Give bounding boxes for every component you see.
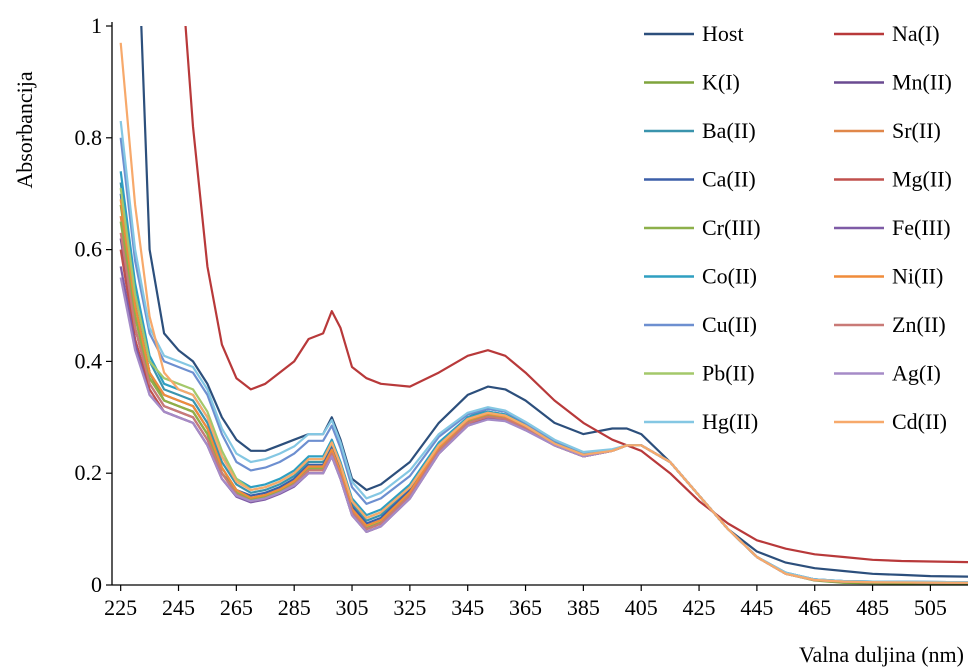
legend-label: Sr(II): [892, 118, 941, 143]
legend-label: Co(II): [702, 264, 757, 289]
series-line-ag-i: [119, 277, 968, 584]
legend-item: K(I): [644, 70, 740, 95]
series-line-k-i: [119, 204, 968, 585]
legend-item: Mg(II): [834, 167, 952, 192]
legend-item: Ba(II): [644, 118, 756, 143]
series-line-ba-ii: [119, 182, 968, 584]
legend-label: Hg(II): [702, 409, 758, 434]
y-tick-label: 0.4: [75, 348, 103, 373]
series-line-cu-ii: [119, 137, 968, 584]
series-line-na-i: [184, 26, 968, 564]
series-line-pb-ii: [119, 187, 968, 584]
x-tick-label: 225: [104, 595, 137, 620]
y-tick-label: 0: [91, 572, 102, 597]
legend-item: Cr(III): [644, 215, 761, 240]
x-tick-label: 305: [336, 595, 369, 620]
legend-item: Fe(III): [834, 215, 951, 240]
y-tick-label: 0.8: [75, 125, 103, 150]
legend-label: Mg(II): [892, 167, 952, 192]
x-tick-label: 365: [509, 595, 542, 620]
series-line-cd-ii: [119, 42, 968, 584]
legend-label: Cd(II): [892, 409, 947, 434]
series-line-fe-iii: [119, 266, 968, 584]
x-tick-label: 485: [856, 595, 889, 620]
legend-label: Ag(I): [892, 361, 941, 386]
legend-item: Na(I): [834, 21, 940, 46]
series-line-mn-ii: [119, 238, 968, 584]
x-tick-label: 425: [683, 595, 716, 620]
legend-item: Cu(II): [644, 312, 757, 337]
legend: Host Na(I) K(I) Mn(II) Ba(II) Sr(II) Ca(II) Mg(…: [644, 21, 952, 434]
legend-item: Ni(II): [834, 264, 943, 289]
legend-label: Ba(II): [702, 118, 756, 143]
y-tick-label: 0.2: [75, 460, 103, 485]
x-tick-label: 345: [451, 595, 484, 620]
series-layer: [119, 26, 968, 585]
legend-label: K(I): [702, 70, 740, 95]
legend-item: Cd(II): [834, 409, 947, 434]
legend-item: Hg(II): [644, 409, 758, 434]
legend-item: Ca(II): [644, 167, 756, 192]
series-line-co-ii: [119, 171, 968, 584]
x-tick-label: 325: [393, 595, 426, 620]
x-tick-label: 285: [278, 595, 311, 620]
x-tick-label: 245: [162, 595, 195, 620]
x-tick-label: 405: [625, 595, 658, 620]
x-tick-label: 265: [220, 595, 253, 620]
series-line-zn-ii: [119, 232, 968, 584]
legend-item: Mn(II): [834, 70, 952, 95]
x-tick-label: 465: [798, 595, 831, 620]
legend-label: Mn(II): [892, 70, 952, 95]
legend-label: Host: [702, 21, 744, 46]
x-tick-label: 445: [740, 595, 773, 620]
legend-label: Cr(III): [702, 215, 761, 240]
legend-item: Pb(II): [644, 361, 755, 386]
legend-item: Sr(II): [834, 118, 941, 143]
axes-layer: 0 0.2 0.4 0.6 0.8 1 225 245 265 285 305 325 345 365 38…: [75, 13, 968, 620]
legend-item: Zn(II): [834, 312, 946, 337]
y-tick-label: 1: [91, 13, 102, 38]
legend-label: Ca(II): [702, 167, 756, 192]
series-line-host: [140, 26, 968, 578]
legend-label: Fe(III): [892, 215, 951, 240]
legend-item: Ag(I): [834, 361, 941, 386]
x-tick-label: 505: [914, 595, 947, 620]
legend-item: Host: [644, 21, 744, 46]
legend-item: Co(II): [644, 264, 757, 289]
legend-label: Zn(II): [892, 312, 946, 337]
x-axis-title: Valna duljina (nm): [799, 642, 964, 667]
series-line-sr-ii: [119, 215, 968, 584]
x-tick-label: 385: [567, 595, 600, 620]
y-tick-label: 0.6: [75, 237, 103, 262]
legend-label: Ni(II): [892, 264, 943, 289]
series-line-hg-ii: [119, 120, 968, 584]
legend-label: Cu(II): [702, 312, 757, 337]
legend-label: Na(I): [892, 21, 940, 46]
legend-label: Pb(II): [702, 361, 755, 386]
y-axis-title: Absorbancija: [12, 71, 37, 189]
